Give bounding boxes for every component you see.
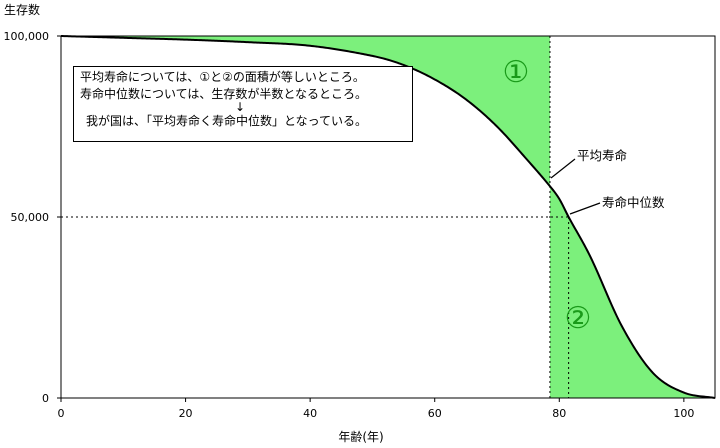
note-line-3: 我が国は、「平均寿命く寿命中位数」となっている。 xyxy=(86,114,368,128)
median-pointer xyxy=(569,202,601,215)
note-line-2: 寿命中位数については、生存数が半数となるところ。 xyxy=(80,86,368,101)
life-expectancy-label: 平均寿命 xyxy=(577,148,628,163)
y-axis-ticks: 0 50,000 100,000 xyxy=(4,30,61,405)
y-tick-label: 50,000 xyxy=(11,211,50,224)
y-tick-label: 100,000 xyxy=(4,30,50,43)
life-expectancy-pointer xyxy=(550,158,576,179)
area-2-fill xyxy=(549,186,715,398)
explanation-box: 平均寿命については、①と②の面積が等しいところ。 寿命中位数については、生存数が… xyxy=(73,66,413,142)
x-axis-title: 年齢(年) xyxy=(338,429,383,444)
x-tick-label: 40 xyxy=(303,407,317,420)
median-label: 寿命中位数 xyxy=(602,195,665,210)
y-axis-title: 生存数 xyxy=(4,2,40,17)
x-tick-label: 80 xyxy=(552,407,566,420)
x-tick-label: 100 xyxy=(673,407,694,420)
note-line-1: 平均寿命については、①と②の面積が等しいところ。 xyxy=(80,70,365,84)
area-1-fill xyxy=(61,36,550,187)
area-2-label: ② xyxy=(565,301,592,336)
x-axis-ticks: 0 20 40 60 80 100 xyxy=(58,398,694,420)
survival-curve xyxy=(60,35,716,399)
reference-lines xyxy=(61,36,570,398)
x-tick-label: 20 xyxy=(179,407,193,420)
y-tick-label: 0 xyxy=(42,392,49,405)
survival-line xyxy=(60,35,716,399)
x-tick-label: 0 xyxy=(58,407,65,420)
area-1-label: ① xyxy=(503,55,530,90)
area-shading xyxy=(61,36,715,398)
down-arrow-icon: ↓ xyxy=(235,100,246,114)
x-tick-label: 60 xyxy=(428,407,442,420)
